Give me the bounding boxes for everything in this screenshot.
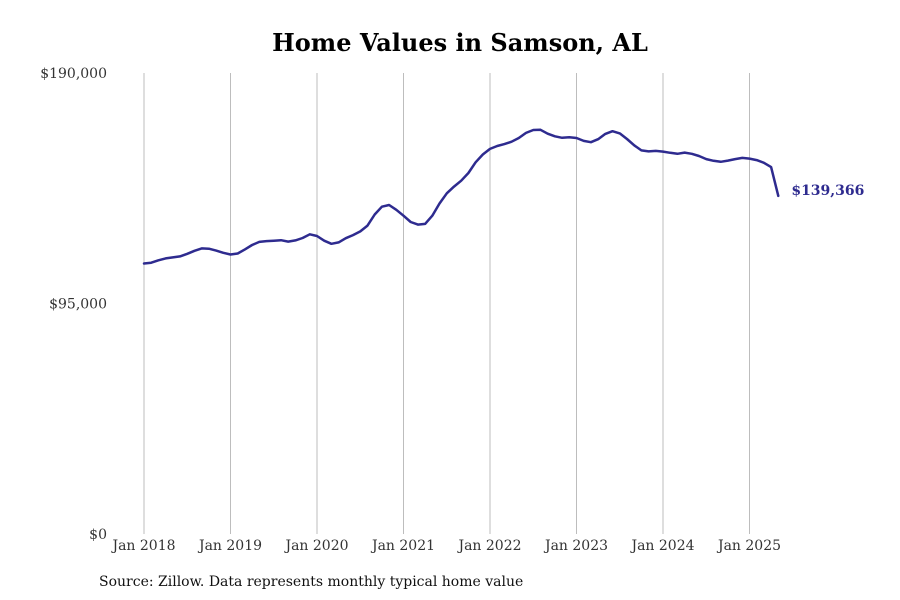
x-tick-label: Jan 2020 (283, 538, 348, 554)
x-tick-label: Jan 2021 (370, 538, 435, 554)
y-tick-label: $190,000 (40, 66, 107, 82)
y-axis: $0 $95,000 $190,000 (40, 66, 107, 543)
x-tick-label: Jan 2023 (543, 538, 608, 554)
x-tick-label: Jan 2019 (197, 538, 262, 554)
x-tick-label: Jan 2018 (110, 538, 175, 554)
grid-lines (143, 73, 750, 534)
x-axis: Jan 2018 Jan 2019 Jan 2020 Jan 2021 Jan 2022… (110, 538, 781, 554)
y-tick-label: $95,000 (49, 297, 107, 313)
x-tick-label: Jan 2025 (716, 538, 781, 554)
x-tick-label: Jan 2022 (456, 538, 521, 554)
series-group (142, 128, 780, 265)
source-note: Source: Zillow. Data represents monthly … (99, 574, 524, 590)
y-tick-label: $0 (89, 527, 107, 543)
end-value-label: $139,366 (791, 183, 864, 199)
x-tick-label: Jan 2024 (629, 538, 694, 554)
chart-title: Home Values in Samson, AL (272, 28, 648, 57)
series-line (142, 128, 780, 265)
